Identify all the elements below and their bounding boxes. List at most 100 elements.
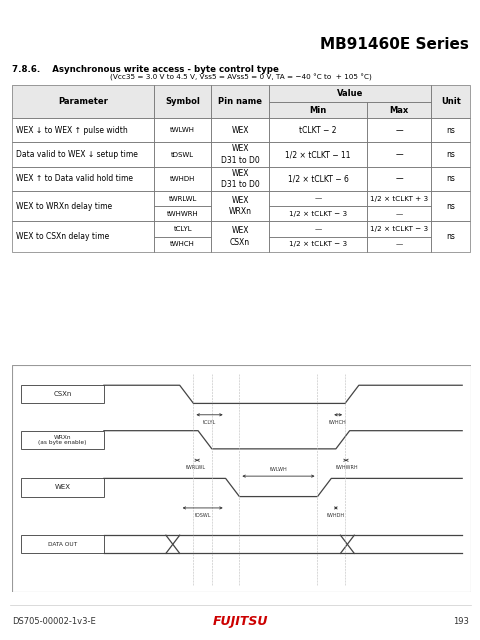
Text: tWRLWL: tWRLWL: [168, 196, 196, 202]
Text: WEX: WEX: [231, 125, 248, 134]
Bar: [268, 102, 367, 118]
Text: Value: Value: [336, 89, 362, 98]
Bar: [211, 142, 268, 167]
Text: —: —: [314, 226, 321, 232]
Text: ns: ns: [445, 125, 455, 134]
Bar: [268, 221, 367, 237]
Text: —: —: [395, 175, 402, 184]
Bar: [12, 84, 154, 118]
Text: ns: ns: [445, 150, 455, 159]
Bar: [21, 535, 104, 554]
Text: ns: ns: [445, 202, 455, 211]
Text: WEX to WRXn delay time: WEX to WRXn delay time: [16, 202, 112, 211]
Bar: [154, 118, 211, 142]
Bar: [21, 431, 104, 449]
Bar: [21, 479, 104, 497]
Bar: [268, 84, 431, 102]
Bar: [268, 102, 367, 118]
Bar: [367, 118, 431, 142]
Text: —: —: [395, 125, 402, 134]
Text: WEX
D31 to D0: WEX D31 to D0: [220, 169, 259, 189]
Bar: [268, 191, 367, 206]
Bar: [154, 237, 211, 252]
Text: tCLKT − 2: tCLKT − 2: [299, 125, 336, 134]
Text: ns: ns: [445, 175, 455, 184]
Bar: [367, 142, 431, 167]
Text: (as byte enable): (as byte enable): [38, 440, 86, 445]
Bar: [367, 102, 431, 118]
Text: ns: ns: [445, 232, 455, 241]
Text: tWLWH: tWLWH: [170, 127, 195, 133]
Text: 7.8.6.    Asynchronous write access - byte control type: 7.8.6. Asynchronous write access - byte …: [12, 65, 278, 74]
Text: DATA OUT: DATA OUT: [48, 542, 77, 547]
Bar: [268, 237, 367, 252]
Text: FUJITSU: FUJITSU: [212, 615, 268, 628]
Text: 1/2 × tCLKT − 6: 1/2 × tCLKT − 6: [287, 175, 348, 184]
Bar: [367, 206, 431, 221]
Bar: [431, 221, 469, 252]
Bar: [154, 206, 211, 221]
Text: (Vcc35 = 3.0 V to 4.5 V, Vss5 = AVss5 = 0 V, TA = −40 °C to  + 105 °C): (Vcc35 = 3.0 V to 4.5 V, Vss5 = AVss5 = …: [109, 74, 371, 81]
Text: WEX: WEX: [54, 484, 71, 490]
Text: 1/2 × tCLKT − 11: 1/2 × tCLKT − 11: [285, 150, 350, 159]
Text: tCLYL: tCLYL: [203, 420, 216, 425]
Text: WEX ↓ to WEX ↑ pulse width: WEX ↓ to WEX ↑ pulse width: [16, 125, 127, 134]
Bar: [12, 142, 154, 167]
Bar: [431, 84, 469, 118]
Text: CSXn: CSXn: [53, 391, 72, 397]
Text: WEX
D31 to D0: WEX D31 to D0: [220, 145, 259, 164]
Text: WEX ↑ to Data valid hold time: WEX ↑ to Data valid hold time: [16, 175, 132, 184]
Bar: [154, 84, 211, 118]
Bar: [211, 84, 268, 118]
Text: —: —: [395, 241, 402, 247]
Text: tDSWL: tDSWL: [171, 152, 194, 157]
Text: Parameter: Parameter: [58, 97, 108, 106]
Bar: [367, 191, 431, 206]
Text: Symbol: Symbol: [165, 97, 200, 106]
Text: tWLWH: tWLWH: [269, 467, 287, 472]
Bar: [431, 118, 469, 142]
Bar: [268, 142, 367, 167]
Bar: [154, 191, 211, 206]
Bar: [367, 221, 431, 237]
Text: 1/2 × tCLKT − 3: 1/2 × tCLKT − 3: [288, 241, 347, 247]
Text: —: —: [395, 211, 402, 217]
Text: WEX to CSXn delay time: WEX to CSXn delay time: [16, 232, 109, 241]
Bar: [12, 84, 154, 118]
Bar: [268, 206, 367, 221]
Text: tWHWRH: tWHWRH: [336, 465, 358, 470]
Bar: [211, 191, 268, 221]
Bar: [367, 167, 431, 191]
Text: Data valid to WEX ↓ setup time: Data valid to WEX ↓ setup time: [16, 150, 137, 159]
Bar: [211, 84, 268, 118]
Bar: [268, 167, 367, 191]
Bar: [154, 167, 211, 191]
Text: Min: Min: [309, 106, 326, 115]
Bar: [431, 191, 469, 221]
Bar: [431, 167, 469, 191]
Text: tWHDH: tWHDH: [170, 176, 195, 182]
Bar: [211, 118, 268, 142]
Text: WRXn: WRXn: [54, 435, 71, 440]
Bar: [211, 221, 268, 252]
Text: DS705-00002-1v3-E: DS705-00002-1v3-E: [12, 617, 96, 626]
Text: tWHWRH: tWHWRH: [167, 211, 198, 217]
Bar: [12, 191, 154, 221]
Bar: [154, 84, 211, 118]
Text: tWRLWL: tWRLWL: [185, 465, 205, 470]
Text: tWHCH: tWHCH: [329, 420, 347, 425]
Text: —: —: [314, 196, 321, 202]
Bar: [12, 118, 154, 142]
Text: Pin name: Pin name: [217, 97, 262, 106]
Bar: [367, 102, 431, 118]
Bar: [21, 385, 104, 403]
Text: tDSWL: tDSWL: [194, 513, 210, 518]
Bar: [268, 84, 431, 102]
Bar: [12, 221, 154, 252]
Bar: [431, 142, 469, 167]
Bar: [154, 221, 211, 237]
Text: 1/2 × tCLKT − 3: 1/2 × tCLKT − 3: [288, 211, 347, 217]
Text: Unit: Unit: [440, 97, 460, 106]
Bar: [12, 167, 154, 191]
Text: MB91460E Series: MB91460E Series: [319, 37, 468, 52]
